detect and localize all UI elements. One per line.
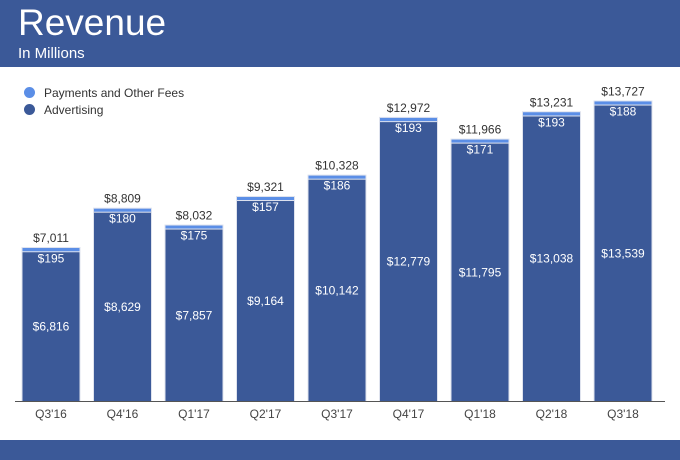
total-label: $8,032	[176, 209, 213, 223]
advertising-bar	[523, 116, 580, 401]
x-tick-label: Q1'18	[464, 407, 496, 421]
x-tick-label: Q2'17	[250, 407, 282, 421]
advertising-label: $11,795	[459, 265, 502, 279]
total-label: $7,011	[33, 231, 69, 245]
total-label: $13,727	[601, 84, 645, 98]
payments-bar	[451, 139, 509, 143]
advertising-bar	[94, 212, 151, 401]
advertising-bar	[594, 105, 652, 401]
legend: Payments and Other Fees Advertising	[24, 84, 184, 118]
advertising-bar	[380, 122, 437, 402]
payments-bar	[22, 248, 80, 252]
legend-label: Payments and Other Fees	[44, 85, 185, 100]
chart-title: Revenue	[18, 2, 167, 43]
payments-bar	[380, 117, 437, 122]
legend-dot-icon	[24, 87, 35, 98]
x-tick-label: Q1'17	[178, 407, 210, 421]
payments-bar	[594, 101, 652, 105]
total-label: $10,328	[315, 159, 359, 173]
legend-item-payments: Payments and Other Fees	[24, 84, 184, 101]
x-tick-label: Q4'16	[107, 407, 139, 421]
payments-label: $175	[181, 229, 208, 243]
total-label: $8,809	[104, 192, 141, 206]
advertising-label: $6,816	[33, 320, 70, 334]
advertising-label: $10,142	[315, 283, 359, 297]
x-tick-label: Q3'17	[321, 407, 353, 421]
advertising-label: $13,539	[601, 246, 645, 260]
footer-band	[0, 440, 680, 460]
legend-dot-icon	[24, 104, 35, 115]
payments-label: $193	[395, 121, 422, 135]
x-tick-label: Q2'18	[536, 407, 568, 421]
payments-label: $188	[610, 105, 637, 119]
advertising-bar	[451, 143, 509, 401]
payments-bar	[94, 208, 151, 212]
total-label: $11,966	[459, 123, 502, 137]
advertising-label: $8,629	[104, 300, 141, 314]
payments-label: $193	[538, 115, 565, 129]
total-label: $9,321	[247, 180, 284, 194]
advertising-bar	[165, 229, 223, 401]
header-band: Revenue In Millions	[0, 0, 680, 67]
advertising-bar	[308, 179, 366, 401]
advertising-label: $13,038	[530, 252, 574, 266]
chart-subtitle: In Millions	[18, 45, 85, 62]
payments-label: $171	[467, 143, 494, 157]
advertising-bar	[22, 252, 80, 401]
payments-label: $157	[252, 200, 279, 214]
total-label: $13,231	[530, 95, 574, 109]
advertising-label: $7,857	[176, 308, 213, 322]
legend-item-advertising: Advertising	[24, 101, 184, 118]
legend-label: Advertising	[44, 102, 104, 117]
payments-bar	[308, 175, 366, 179]
bar-chart: $7,011 $195 $6,816 Q3'16 $8,809 $180 $8,629 Q4'…	[15, 84, 665, 421]
payments-label: $186	[324, 179, 351, 193]
x-tick-label: Q4'17	[393, 407, 425, 421]
x-tick-label: Q3'16	[35, 407, 67, 421]
x-tick-label: Q3'18	[607, 407, 639, 421]
total-label: $12,972	[387, 101, 431, 115]
payments-label: $180	[109, 212, 136, 226]
payments-bar	[165, 225, 223, 229]
advertising-bar	[237, 201, 294, 401]
payments-bar	[237, 197, 294, 201]
advertising-label: $9,164	[247, 294, 284, 308]
payments-label: $195	[38, 251, 65, 265]
payments-bar	[523, 112, 580, 116]
advertising-label: $12,779	[387, 255, 431, 269]
